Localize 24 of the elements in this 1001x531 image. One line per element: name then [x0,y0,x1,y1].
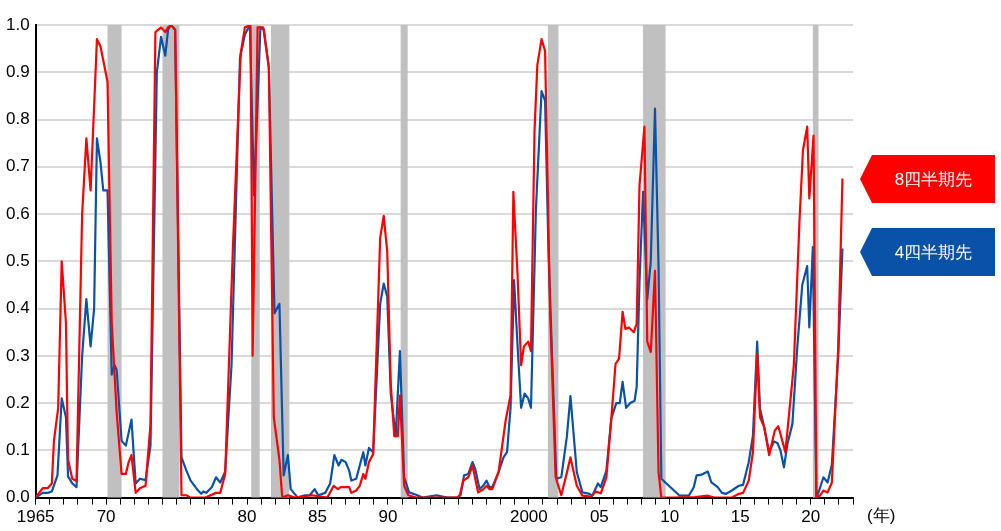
y-tick-label: 1.0 [5,14,30,34]
y-tick-label: 0.6 [5,203,30,223]
y-tick-label: 0.8 [5,109,30,129]
x-tick-label: 1965 [16,507,55,527]
x-tick-label: 70 [96,507,116,527]
x-tick-label: 15 [730,507,750,527]
text: 8四半期先 [894,168,973,191]
x-axis-title: (年) [867,505,896,525]
x-tick-label: 10 [660,507,680,527]
y-tick-label: 0.0 [5,487,30,507]
text: 4四半期先 [894,241,973,264]
y-tick-label: 0.2 [5,392,30,412]
x-tick-label: 85 [308,507,327,527]
y-tick-label: 0.9 [5,61,30,81]
x-tick-label: 2000 [509,507,548,527]
y-tick-label: 0.1 [5,440,30,460]
y-tick-label: 0.7 [5,156,30,176]
y-tick-label: 0.4 [5,298,30,318]
x-tick-label: 90 [378,507,398,527]
y-tick-label: 0.5 [5,250,30,270]
x-tick-label: 05 [589,507,609,527]
x-tick-label: 20 [801,507,821,527]
y-tick-label: 0.3 [5,345,30,365]
x-tick-label: 80 [237,507,257,527]
